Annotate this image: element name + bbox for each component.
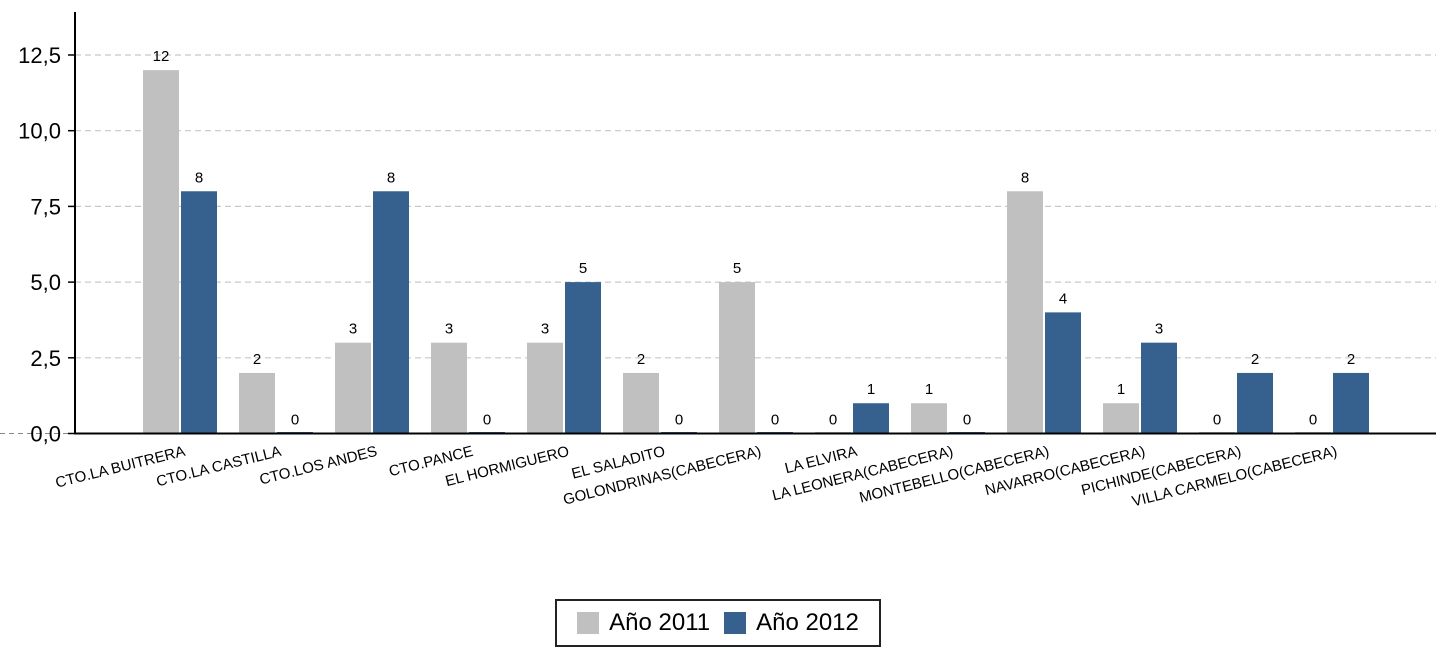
data-label: 3 [445,321,453,338]
data-label: 2 [1347,351,1355,368]
data-label: 5 [579,260,587,277]
bar [527,342,563,434]
legend-label-2011: Año 2011 [609,609,711,636]
bar [373,191,409,434]
data-label: 1 [1117,381,1125,398]
bar [335,342,371,434]
data-label: 12 [153,48,170,65]
data-label: 3 [349,321,357,338]
axes [0,12,1436,435]
legend-item-2012: Año 2012 [724,609,859,637]
data-label: 5 [733,260,741,277]
data-label: 8 [195,169,203,186]
data-label: 8 [1021,169,1029,186]
bar-chart: 12 8 2 0 3 8 3 0 3 5 2 0 5 0 0 1 1 0 8 4 1 3 0 2 0 2 0,0 2,5 5,0 7,5… [0,12,1436,511]
data-label: 0 [771,412,779,429]
data-label: 4 [1059,290,1067,307]
data-label: 1 [925,381,933,398]
data-label: 2 [1251,351,1259,368]
bar [431,342,467,434]
legend-swatch-2012 [724,612,747,634]
legend-item-2011: Año 2011 [577,609,710,637]
legend: Año 2011 Año 2012 [555,599,881,647]
data-label: 0 [1213,412,1221,429]
data-label: 1 [867,381,875,398]
grid-lines [75,54,1436,359]
data-label: 0 [829,412,837,429]
bar [181,191,217,434]
y-tick-label: 10,0 [18,119,61,144]
data-label: 2 [637,351,645,368]
data-label: 2 [253,351,261,368]
bar [143,70,179,434]
legend-label-2012: Año 2012 [756,609,859,636]
bar [1333,372,1369,434]
bars [143,70,1369,434]
data-label: 0 [483,412,491,429]
bar [1141,342,1177,434]
data-label: 0 [291,412,299,429]
legend-swatch-2011 [577,612,600,634]
y-axis-ticks: 0,0 2,5 5,0 7,5 10,0 12,5 [18,43,75,447]
y-tick-label: 0,0 [30,422,61,447]
bar [623,372,659,434]
y-tick-label: 12,5 [18,43,61,68]
bar [1045,312,1081,434]
bar [911,403,947,434]
data-labels: 12 8 2 0 3 8 3 0 3 5 2 0 5 0 0 1 1 0 8 4 1 3 0 2 0 2 [153,48,1356,428]
data-label: 0 [963,412,971,429]
bar [239,372,275,434]
bar [1103,403,1139,434]
data-label: 0 [675,412,683,429]
bar [565,282,601,434]
bar [853,403,889,434]
y-tick-label: 7,5 [30,194,61,219]
bar [719,282,755,434]
data-label: 0 [1309,412,1317,429]
bar [1237,372,1273,434]
y-tick-label: 2,5 [30,346,61,371]
data-label: 8 [387,169,395,186]
y-tick-label: 5,0 [30,270,61,295]
data-label: 3 [541,321,549,338]
bar [1007,191,1043,434]
data-label: 3 [1155,321,1163,338]
